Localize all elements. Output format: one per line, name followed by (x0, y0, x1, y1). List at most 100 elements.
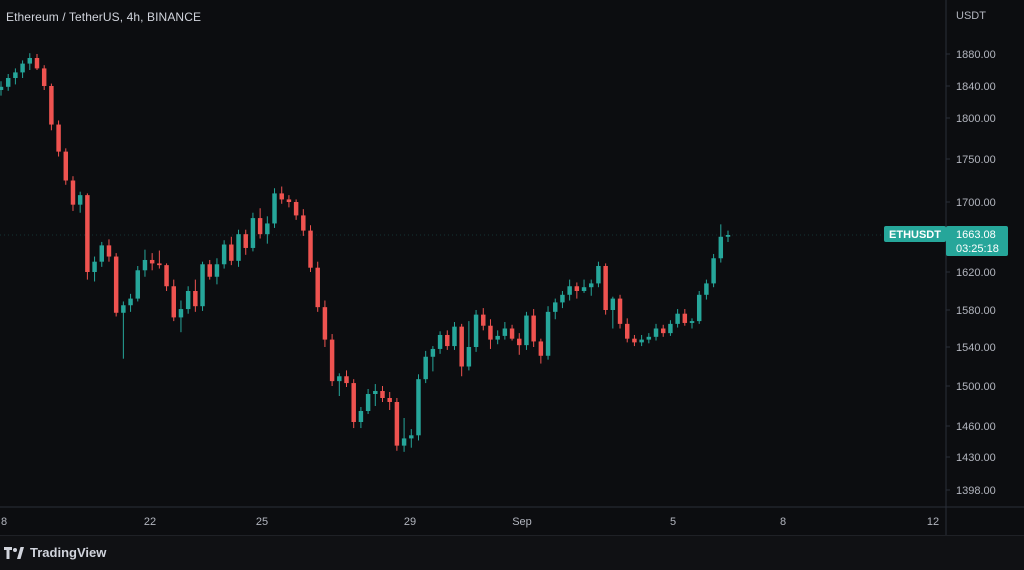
candle (236, 229, 241, 267)
candle (401, 418, 407, 452)
time-axis[interactable]: 8 22 25 29 Sep 5 8 12 (1, 516, 939, 528)
candle (445, 330, 450, 350)
candle-body (610, 298, 616, 310)
candle-body (560, 294, 565, 303)
candle-body (207, 264, 212, 277)
time-tick-label: 8 (1, 516, 7, 528)
candle-body (214, 264, 220, 277)
candle-body (409, 435, 414, 439)
candle (538, 338, 544, 364)
candle (337, 373, 342, 396)
candle-body (41, 68, 47, 86)
candle-body (20, 63, 25, 73)
symbol-title[interactable]: Ethereum / TetherUS, 4h, BINANCE (6, 10, 202, 24)
candle-body (380, 391, 385, 398)
price-axis-currency: USDT (956, 10, 986, 22)
candle (106, 239, 112, 262)
candle-body (545, 311, 551, 356)
candle (380, 386, 385, 402)
candle (286, 195, 292, 208)
candle (113, 253, 119, 317)
candle (250, 212, 256, 252)
tradingview-icon (4, 546, 24, 559)
bar-countdown: 03:25:18 (956, 243, 999, 255)
candle (524, 311, 529, 350)
candle-body (567, 286, 572, 295)
time-tick-label: 25 (256, 516, 268, 528)
candle (85, 193, 90, 280)
candle-body (193, 291, 198, 307)
candle (315, 261, 320, 312)
candle (545, 306, 551, 360)
candle (329, 334, 335, 386)
candle-body (603, 265, 608, 310)
candle (517, 333, 522, 355)
candle (0, 81, 4, 96)
candle (711, 253, 716, 288)
candle-body (538, 341, 544, 356)
candle-body (524, 315, 529, 346)
candle (668, 320, 673, 336)
candle-body (113, 256, 119, 313)
price-tick-label: 1700.00 (956, 197, 996, 209)
candle (193, 279, 198, 312)
price-axis[interactable]: 1880.00 1840.00 1800.00 1750.00 1700.00 1620.… (946, 49, 996, 497)
time-tick-label: 8 (780, 516, 786, 528)
candle (301, 209, 306, 236)
candle (459, 323, 464, 377)
candle (610, 296, 616, 329)
candle (660, 324, 666, 337)
candle (279, 186, 284, 204)
candle (574, 282, 580, 299)
time-tick-label: 29 (404, 516, 416, 528)
candle (70, 176, 76, 211)
candle-body (401, 438, 407, 446)
time-tick-label: Sep (512, 516, 532, 528)
candle-body (711, 258, 716, 284)
last-price-marker: ETHUSDT 1663.08 03:25:18 (884, 226, 1008, 256)
candle-body (718, 236, 724, 259)
candle-body (106, 245, 112, 257)
candle-body (99, 245, 105, 262)
candle-body (574, 286, 580, 291)
candle (531, 309, 536, 347)
candle (365, 389, 371, 414)
candle (214, 258, 220, 285)
price-tick-label: 1580.00 (956, 305, 996, 317)
candle-body (387, 398, 392, 402)
candle-body (416, 379, 421, 436)
candle-body (466, 347, 472, 367)
candle-body (437, 334, 443, 349)
candle (92, 256, 97, 282)
candle (416, 374, 421, 441)
candle (27, 53, 33, 70)
candle-body (301, 215, 306, 231)
candle (63, 148, 69, 185)
candle-body (423, 356, 428, 380)
candle-body (185, 291, 191, 310)
candle (423, 350, 428, 384)
last-price-value: 1663.08 (956, 229, 996, 241)
candle (128, 293, 133, 312)
candle (704, 279, 709, 300)
candle (452, 322, 457, 350)
candle-body (445, 334, 450, 347)
candle-body (373, 391, 378, 394)
candle (272, 188, 277, 228)
candle (639, 334, 644, 347)
candle (617, 294, 623, 329)
candle-body (142, 259, 148, 271)
candle-body (704, 283, 709, 295)
candle (229, 236, 234, 266)
candle (221, 240, 227, 269)
candle (207, 259, 212, 280)
tradingview-logo[interactable]: TradingView (4, 545, 106, 560)
candle (653, 323, 659, 341)
price-tick-label: 1460.00 (956, 421, 996, 433)
candle (142, 249, 148, 277)
footer-bar: TradingView (0, 535, 1024, 570)
candle-body (344, 376, 349, 384)
candle (243, 229, 248, 255)
